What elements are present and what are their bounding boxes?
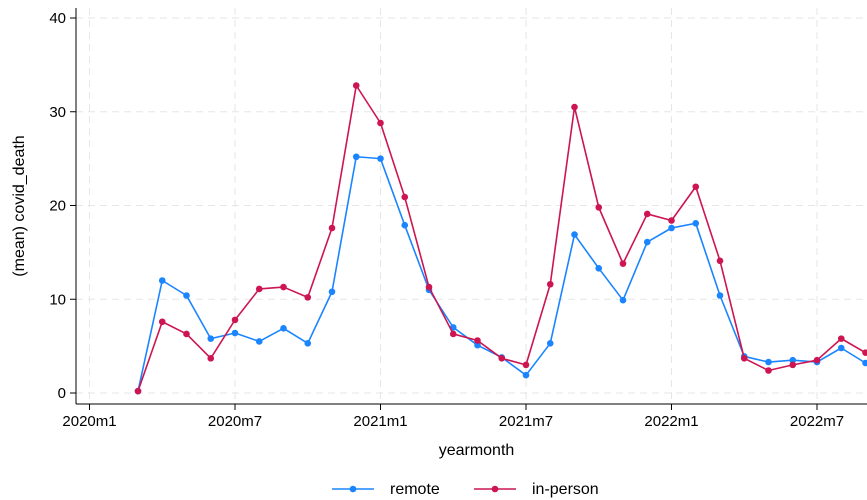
legend-item-in-person: in-person [474, 481, 599, 498]
grid [76, 8, 867, 404]
data-point [377, 155, 384, 162]
data-point [449, 330, 457, 338]
data-point [207, 355, 215, 362]
data-point [328, 224, 336, 232]
data-point [280, 325, 287, 332]
data-point [377, 119, 384, 127]
data-point [328, 288, 336, 296]
series-group [134, 82, 867, 395]
x-tick-label: 2022m1 [644, 413, 698, 430]
data-point [765, 358, 772, 366]
data-point [401, 221, 409, 229]
data-point [280, 283, 287, 291]
y-tick-label: 10 [49, 291, 66, 308]
data-point [401, 193, 409, 201]
data-point [813, 356, 821, 364]
x-tick-label: 2021m1 [353, 413, 407, 430]
data-point [571, 103, 578, 111]
data-point [619, 260, 627, 267]
data-point [304, 294, 312, 301]
data-point [498, 355, 506, 362]
data-point [837, 344, 845, 352]
x-tick-label: 2020m7 [208, 413, 262, 430]
legend-label: in-person [532, 481, 599, 498]
data-point [474, 341, 481, 349]
data-point [765, 367, 772, 374]
data-point [643, 238, 651, 246]
data-point [546, 340, 554, 347]
data-point [425, 283, 433, 291]
data-point [668, 224, 675, 232]
data-point [862, 359, 867, 367]
data-point [571, 231, 578, 238]
data-point [522, 361, 530, 369]
legend-swatch-marker [349, 485, 357, 493]
data-point [231, 316, 239, 324]
data-point [255, 338, 263, 345]
data-point [595, 265, 603, 272]
x-tick-label: 2022m7 [790, 413, 844, 430]
data-point [352, 82, 360, 89]
series-line-in-person [137, 84, 866, 392]
legend-item-remote: remote [332, 481, 440, 498]
data-point [595, 204, 603, 211]
axes: 2020m1 2020m7 2021m1 2021m7 2022m1 2022m7 0 10 2… [49, 8, 867, 430]
series-in-person [134, 82, 867, 395]
data-point [740, 355, 748, 362]
data-point [231, 329, 239, 337]
y-tick-label: 30 [49, 104, 66, 121]
y-tick-label: 20 [49, 198, 66, 215]
x-tick-label: 2021m7 [499, 413, 553, 430]
data-point [862, 349, 867, 356]
data-point [183, 330, 190, 338]
data-point [789, 361, 797, 369]
legend-label: remote [390, 481, 440, 498]
data-point [837, 335, 845, 342]
data-point [643, 210, 651, 218]
data-point [207, 335, 215, 342]
legend-swatch-marker [491, 485, 499, 493]
data-point [546, 280, 554, 288]
y-tick-label: 40 [49, 10, 66, 27]
data-point [474, 337, 481, 344]
data-point [134, 387, 142, 395]
y-tick-label: 0 [58, 385, 66, 402]
data-point [304, 340, 312, 347]
legend: remote in-person [332, 481, 599, 498]
x-tick-label: 2020m1 [62, 413, 116, 430]
data-point [668, 217, 675, 224]
data-point [522, 371, 530, 379]
data-point [692, 183, 700, 191]
data-point [255, 285, 263, 293]
data-point [716, 292, 724, 299]
x-axis-title: yearmonth [439, 442, 515, 459]
data-point [789, 356, 797, 364]
data-point [352, 153, 360, 161]
data-point [619, 296, 627, 304]
data-point [183, 292, 190, 299]
data-point [158, 277, 166, 284]
data-point [716, 257, 724, 265]
data-point [692, 220, 700, 227]
y-axis-title: (mean) covid_death [11, 135, 28, 276]
data-point [158, 318, 166, 326]
